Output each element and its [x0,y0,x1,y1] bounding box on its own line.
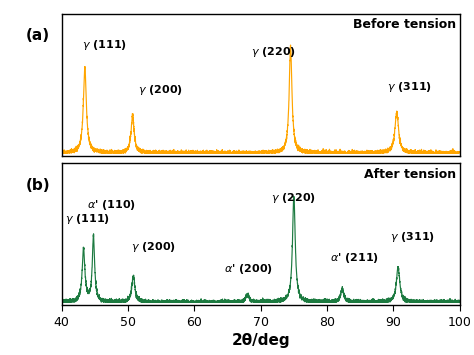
Text: After tension: After tension [364,168,456,181]
Text: $\gamma$ (200): $\gamma$ (200) [138,83,183,98]
Text: $\gamma$ (200): $\gamma$ (200) [131,240,176,254]
Text: $\gamma$ (111): $\gamma$ (111) [65,212,110,226]
Text: $\gamma$ (311): $\gamma$ (311) [387,80,432,94]
Text: $\gamma$ (220): $\gamma$ (220) [251,45,296,59]
Text: $\alpha$' (110): $\alpha$' (110) [87,198,136,212]
Text: (b): (b) [26,178,50,192]
Text: $\gamma$ (111): $\gamma$ (111) [82,38,127,51]
Text: $\alpha$' (200): $\alpha$' (200) [224,262,273,276]
Text: (a): (a) [26,28,50,43]
Text: $\alpha$' (211): $\alpha$' (211) [330,251,379,265]
Text: Before tension: Before tension [353,18,456,32]
Text: $\gamma$ (311): $\gamma$ (311) [390,230,435,244]
X-axis label: 2θ/deg: 2θ/deg [231,333,290,348]
Text: $\gamma$ (220): $\gamma$ (220) [271,191,316,206]
